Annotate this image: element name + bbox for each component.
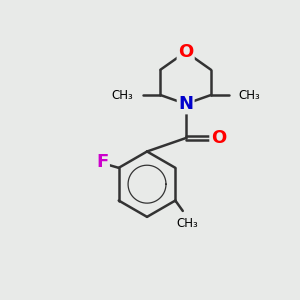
Text: CH₃: CH₃ <box>176 217 198 230</box>
Text: CH₃: CH₃ <box>238 88 260 101</box>
Text: F: F <box>96 154 109 172</box>
Text: O: O <box>178 43 193 61</box>
Text: N: N <box>178 95 193 113</box>
Text: O: O <box>211 129 226 147</box>
Text: CH₃: CH₃ <box>111 88 133 101</box>
